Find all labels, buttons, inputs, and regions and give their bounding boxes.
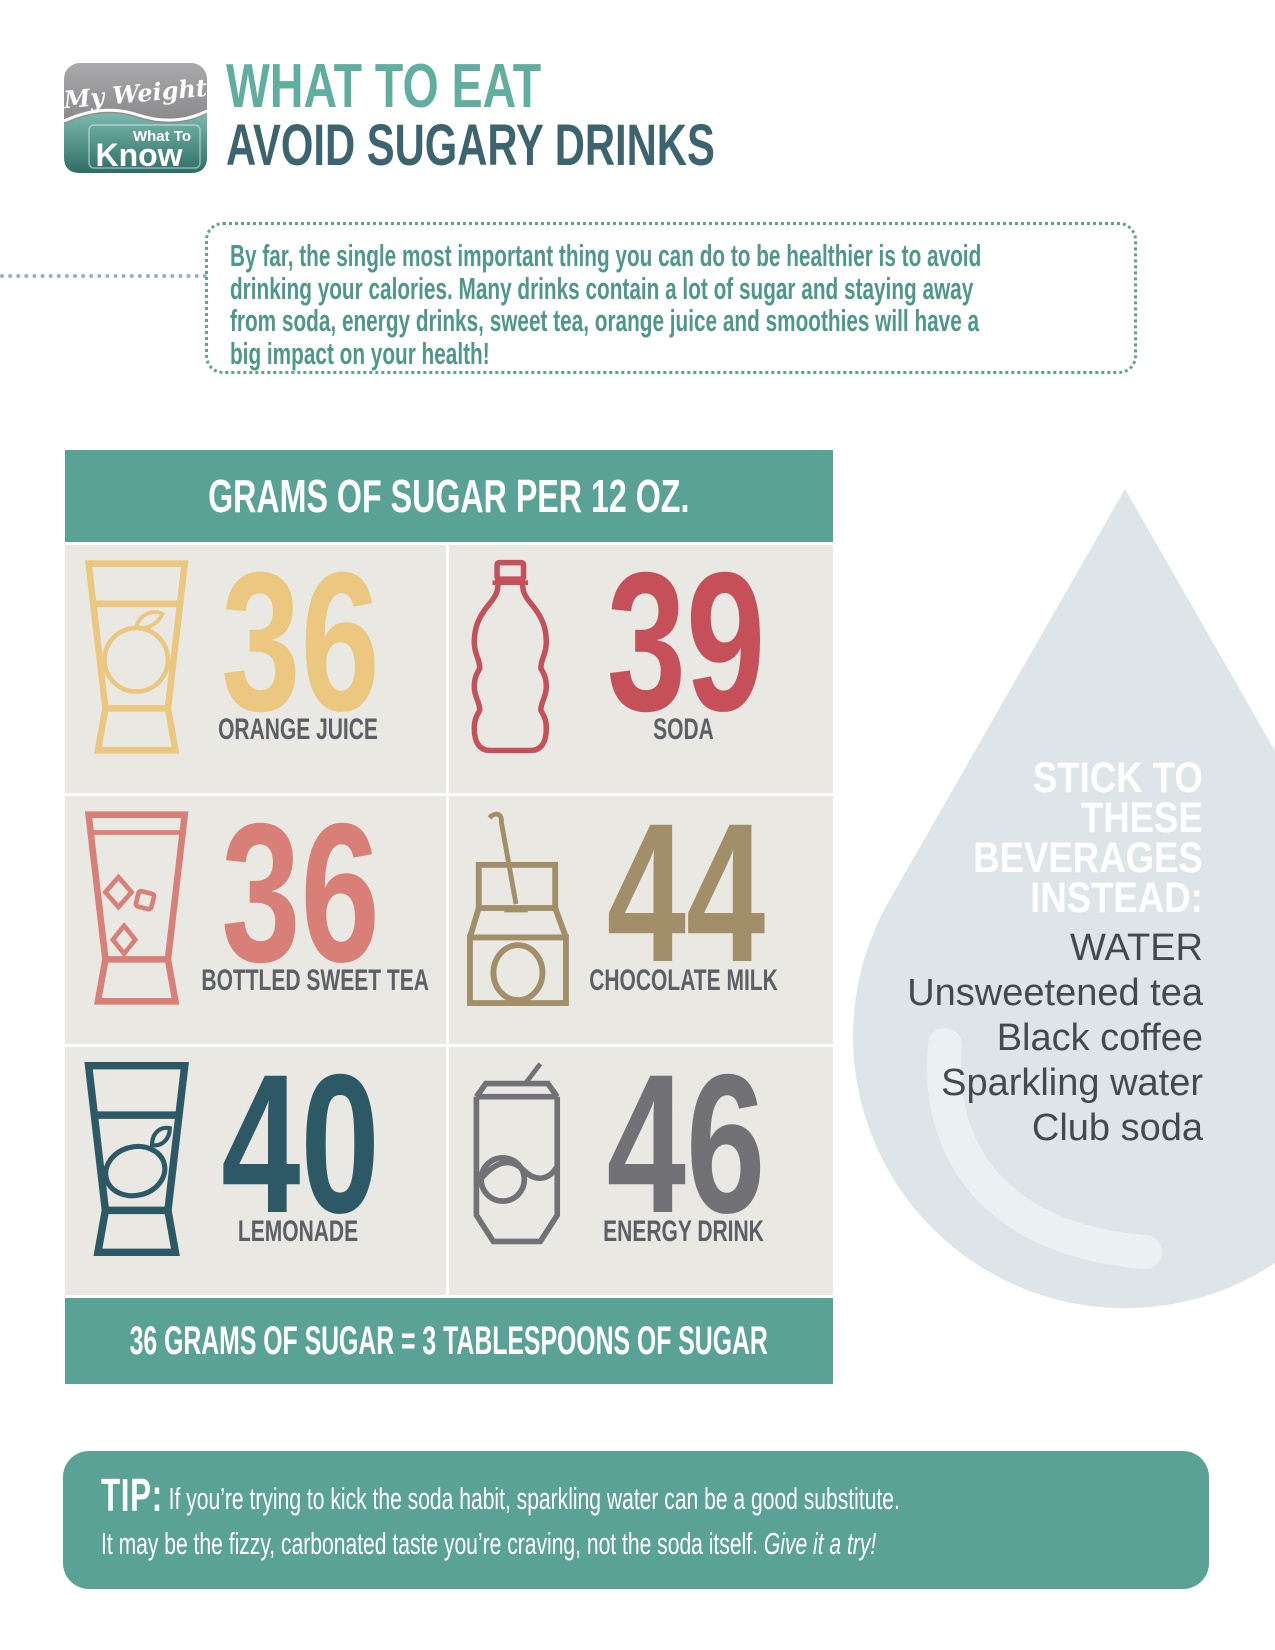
sugar-grams-value: 40 [221,1033,380,1254]
drink-label: SODA [653,713,714,746]
dotted-leader-line [0,274,207,278]
sugar-grams-value: 39 [606,531,766,752]
orange-juice-glass-icon [84,560,189,754]
drink-cell-soda: 39 SODA [449,531,833,793]
intro-text-line: big impact on your health! [230,335,490,371]
page-subtitle: AVOID SUGARY DRINKS [226,113,715,178]
sugar-table-footer: 36 GRAMS OF SUGAR = 3 TABLESPOONS OF SUG… [65,1298,833,1384]
alternatives-heading-line: THESE [1081,794,1203,842]
water-drop-graphic [853,489,1275,1309]
alternatives-heading-line: INSTEAD: [1030,874,1203,922]
drink-label: LEMONADE [237,1215,359,1248]
sugar-table-title: GRAMS OF SUGAR PER 12 OZ. [208,470,690,522]
alternative-beverage: Unsweetened tea [907,972,1203,1014]
logo-text-know: Know [95,137,182,173]
sugar-grams-value: 36 [221,782,380,1003]
sugar-table-header: GRAMS OF SUGAR PER 12 OZ. [65,450,833,542]
page-title: WHAT TO EAT [226,52,542,121]
logo-inner-border [88,124,201,169]
alternatives-heading-line: BEVERAGES [973,834,1203,882]
iced-tea-glass-icon [84,811,189,1005]
soda-bottle-icon [471,559,550,754]
energy-drink-can-icon [473,1062,561,1245]
tip-label: TIP: [101,1469,163,1521]
intro-callout-box: By far, the single most important thing … [205,222,1137,374]
sugar-grams-value: 44 [606,782,766,1003]
water-drop-shine [927,1028,1162,1269]
sugar-table: GRAMS OF SUGAR PER 12 OZ. 36 ORANGE JUIC… [65,450,833,1384]
lemonade-glass-icon [84,1061,189,1257]
sugar-grams-value: 46 [606,1033,766,1254]
sugar-grams-value: 36 [221,531,380,752]
drink-label: ENERGY DRINK [603,1215,764,1248]
logo-teal-panel [64,113,207,173]
sugar-equivalence-note: 36 GRAMS OF SUGAR = 3 TABLESPOONS OF SUG… [129,1318,769,1363]
alternative-beverage: Club soda [1031,1107,1203,1149]
logo-wave-divider [63,108,208,123]
drink-cell-lemonade: 40 LEMONADE [65,1033,446,1295]
tip-text-2: It may be the fizzy, carbonated taste yo… [101,1526,758,1561]
intro-text-line: By far, the single most important thing … [230,238,982,273]
tip-emphasis: Give it a try! [763,1526,877,1561]
tip-box: TIP: If you’re trying to kick the soda h… [63,1451,1209,1589]
alternatives-list: WATER Unsweetened tea Black coffee Spark… [907,926,1203,1151]
drink-cell-chocolate-milk: 44 CHOCOLATE MILK [449,782,833,1044]
milk-carton-icon [467,811,569,1006]
logo-text-what-to: What To [133,128,191,145]
drink-label: ORANGE JUICE [218,713,378,746]
drink-cell-sweet-tea: 36 BOTTLED SWEET TEA [65,782,446,1044]
drink-label: BOTTLED SWEET TEA [201,964,429,997]
tip-line-2: It may be the fizzy, carbonated taste yo… [101,1521,876,1566]
drink-cell-energy-drink: 46 ENERGY DRINK [449,1033,833,1295]
alternative-beverage: Black coffee [996,1017,1203,1059]
alternative-beverage: Sparkling water [941,1062,1203,1104]
intro-text-line: from soda, energy drinks, sweet tea, ora… [230,303,980,338]
my-weight-what-to-know-logo: My Weight What To Know [63,63,208,173]
intro-text-line: drinking your calories. Many drinks cont… [230,270,974,306]
alternatives-heading-line: STICK TO [1033,754,1203,802]
beverage-alternatives-panel: STICK TO THESE BEVERAGES INSTEAD: WATER … [907,754,1203,1151]
alternative-beverage: WATER [1070,927,1203,969]
tip-line-1: TIP: If you’re trying to kick the soda h… [101,1472,900,1521]
drink-cell-orange-juice: 36 ORANGE JUICE [65,531,446,793]
drink-label: CHOCOLATE MILK [589,964,778,997]
tip-text-1: If you’re trying to kick the soda habit,… [168,1481,900,1516]
